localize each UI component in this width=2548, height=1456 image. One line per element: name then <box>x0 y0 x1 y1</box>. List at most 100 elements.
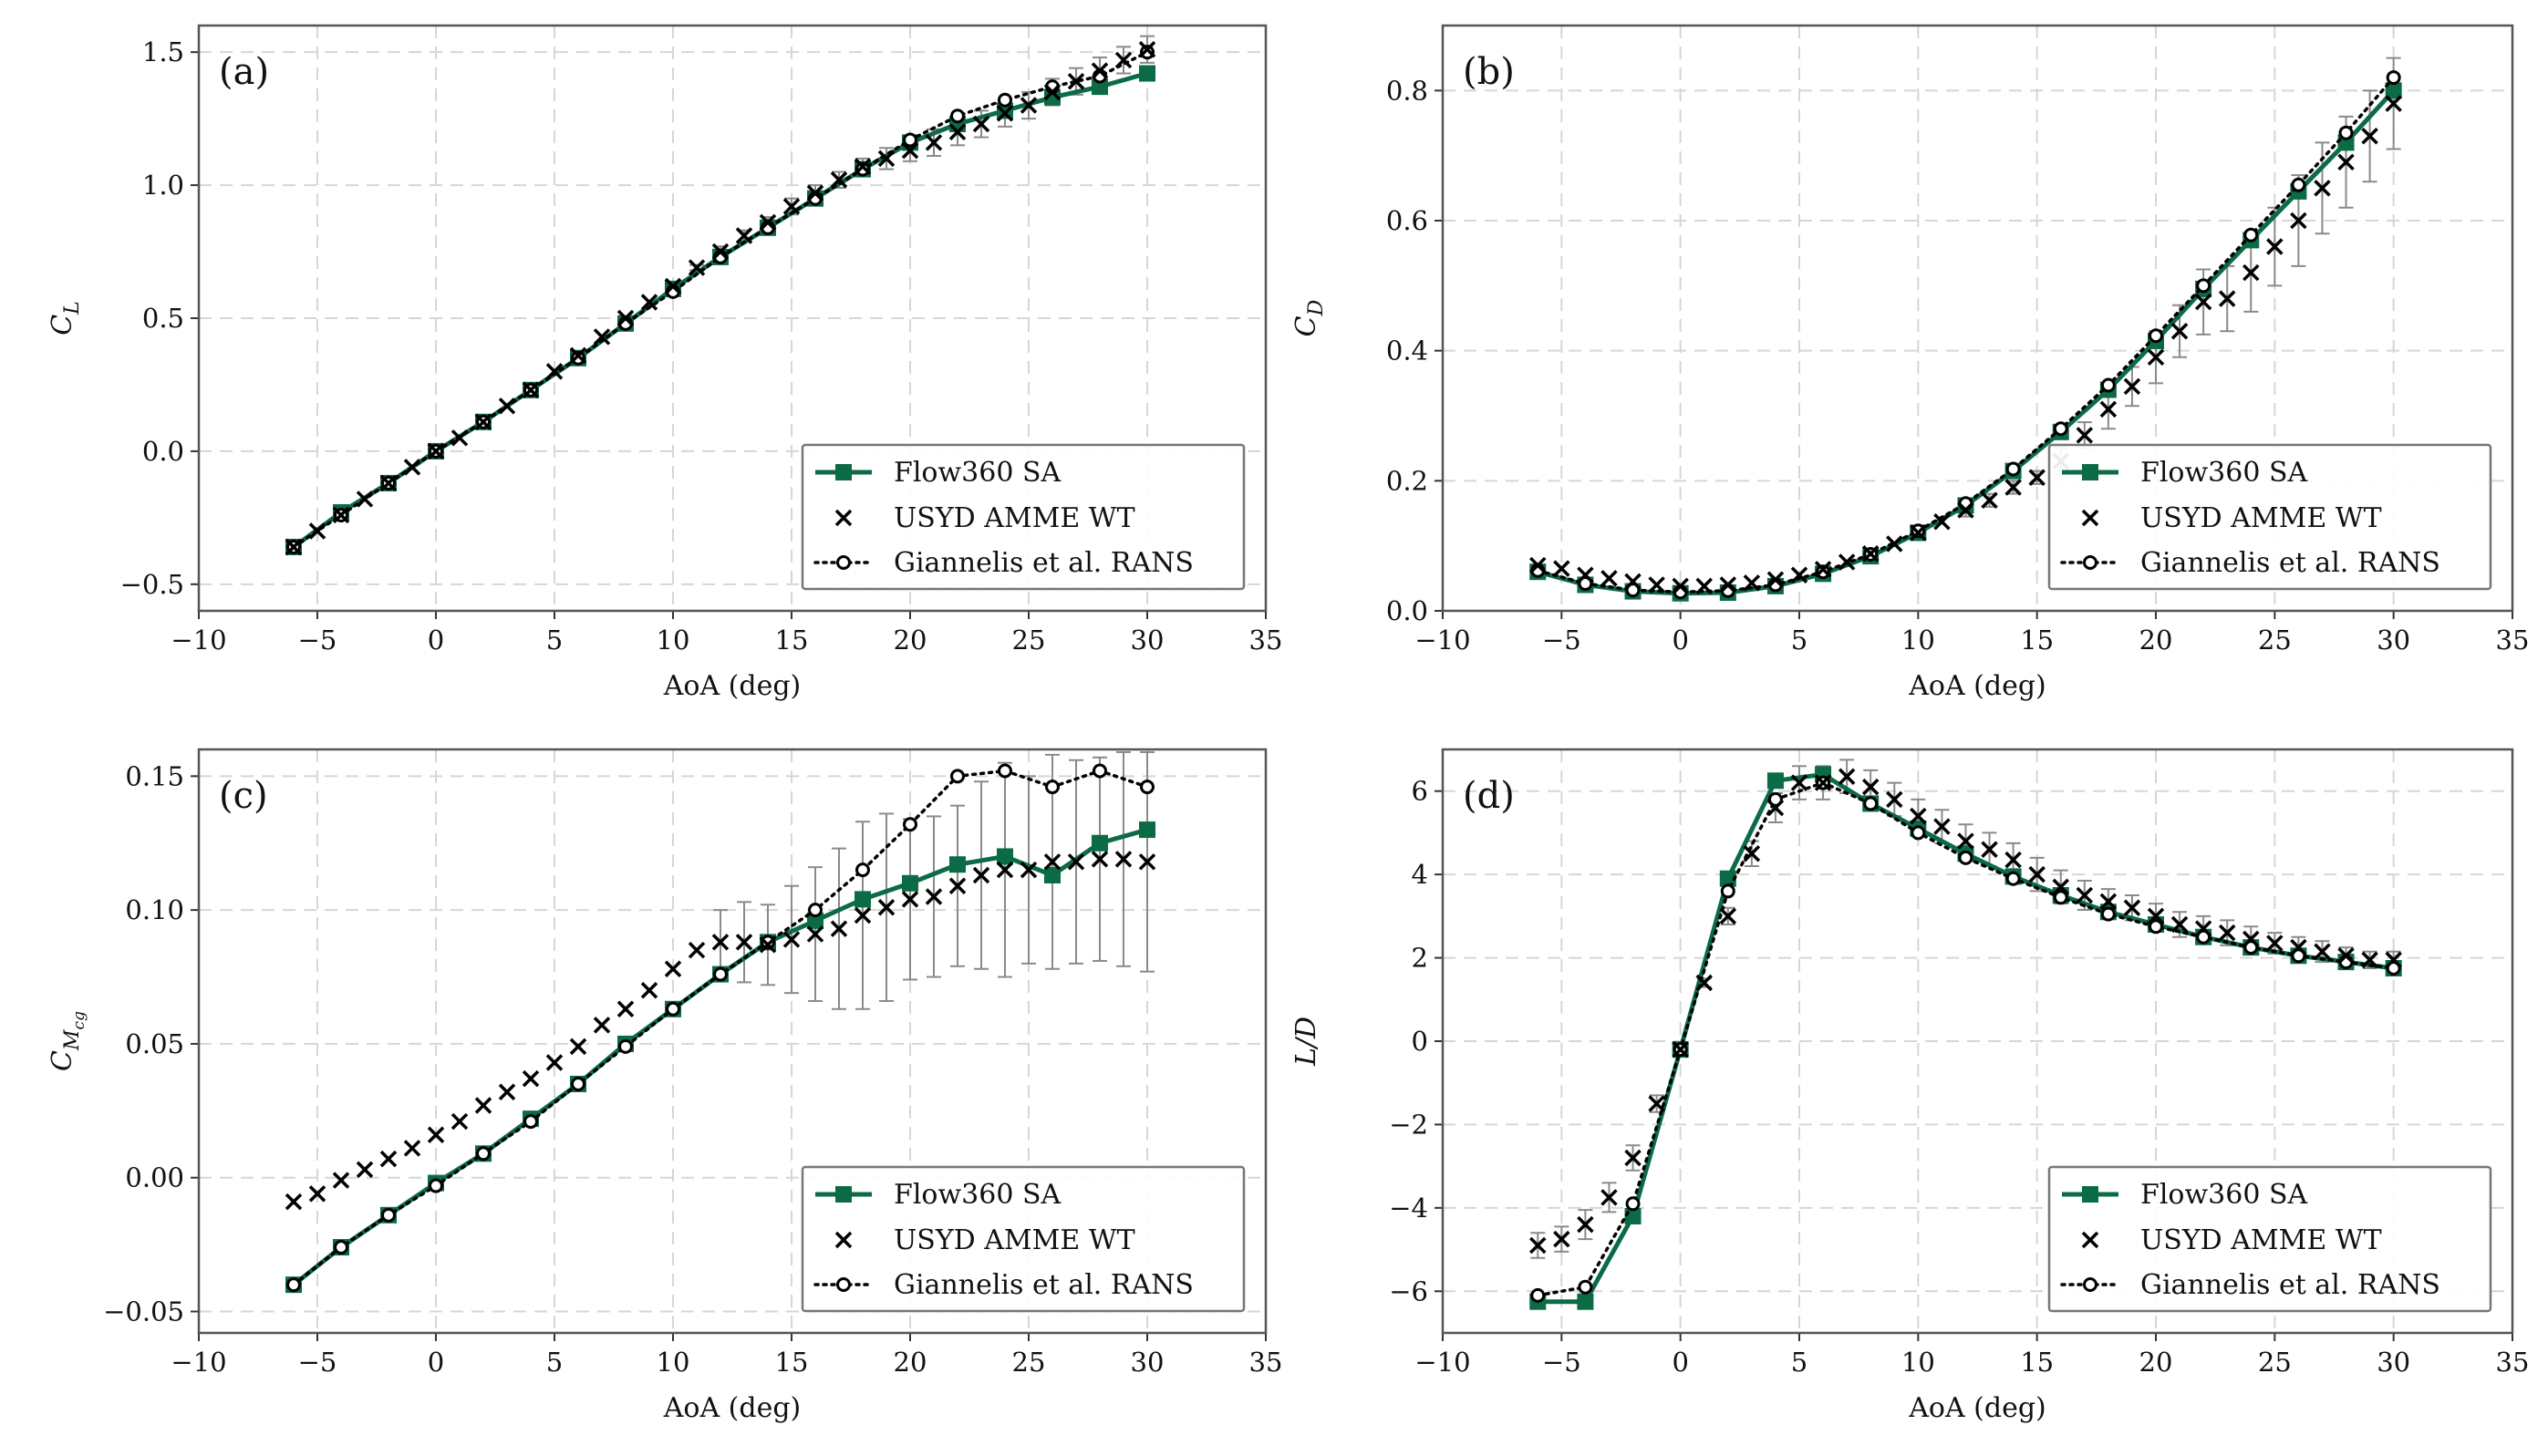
rans-point <box>761 935 775 950</box>
y-axis-label: CL <box>47 301 84 336</box>
usyd-point <box>1091 851 1109 868</box>
usyd-point <box>759 213 777 232</box>
legend-marker-rans <box>836 555 851 570</box>
rans-point <box>855 161 870 177</box>
usyd-point <box>1910 807 1927 825</box>
rans-point <box>1911 825 1926 841</box>
rans-point <box>523 1114 538 1130</box>
usyd-point <box>1648 1095 1665 1112</box>
usyd-point <box>569 1038 587 1056</box>
usyd-point <box>877 150 896 168</box>
usyd-point <box>1838 768 1856 785</box>
x-tick-label: −10 <box>1414 1347 1470 1378</box>
rans-point <box>429 1178 443 1193</box>
rans-point <box>2149 919 2163 935</box>
usyd-point <box>688 259 706 276</box>
legend-box <box>2047 1165 2492 1313</box>
usyd-point <box>2242 930 2260 948</box>
flow360-point <box>1766 772 1784 790</box>
usyd-point <box>2218 290 2236 307</box>
usyd-point <box>474 1097 492 1114</box>
y-tick-label: 0 <box>1412 1026 1428 1057</box>
y-axis-label: L/D <box>1290 1017 1322 1067</box>
chart-panel-4: −10 −5 0 5 10 15 20 25 30 35 −6 −4 −2 0 2 4 6 AoA (deg) L/… <box>1290 748 2529 1424</box>
legend-marker-usyd <box>2081 1231 2099 1249</box>
usyd-point <box>2170 915 2189 934</box>
x-tick-label: 25 <box>1012 1347 1046 1378</box>
flow360-point <box>807 912 823 929</box>
y-tick-label: −6 <box>1389 1275 1428 1306</box>
usyd-point <box>2314 943 2331 960</box>
x-tick-label: 10 <box>1901 625 1935 656</box>
flow360-point <box>1044 866 1061 883</box>
rans-point <box>1767 791 1783 807</box>
rans-point <box>476 1146 491 1162</box>
rans-point <box>1625 583 1641 598</box>
usyd-point <box>2028 469 2046 487</box>
rans-point <box>2291 177 2306 192</box>
rans-point <box>1140 45 1155 60</box>
usyd-point <box>1600 570 1618 587</box>
x-tick-label: −5 <box>1542 1347 1581 1378</box>
usyd-point <box>308 522 326 540</box>
usyd-point <box>1043 853 1062 871</box>
y-tick-label: 0.00 <box>125 1162 184 1193</box>
rans-point <box>2291 948 2306 964</box>
usyd-point <box>1553 1230 1570 1248</box>
legend-marker-rans <box>2083 555 2097 570</box>
flow360-point <box>1092 78 1108 96</box>
chart-panel-2: −10 −5 0 5 10 15 20 25 30 35 0.0 0.2 0.4 0.6 0.8 AoA (d… <box>1290 24 2529 702</box>
usyd-point <box>522 381 540 399</box>
rans-point <box>2243 940 2259 955</box>
y-axis-label: CD <box>1290 299 1328 336</box>
usyd-point <box>1672 1040 1689 1058</box>
usyd-point <box>1648 576 1665 594</box>
legend-label: Flow360 SA <box>894 1179 1061 1211</box>
legend-marker-flow360 <box>2082 464 2098 480</box>
usyd-point <box>2170 323 2189 340</box>
x-tick-label: 30 <box>2377 1347 2410 1378</box>
panel-label: (c) <box>219 775 268 817</box>
usyd-point <box>972 115 990 133</box>
usyd-point <box>2147 907 2165 925</box>
legend: Flow360 SA USYD AMME WT Giannelis et al. R… <box>801 443 1246 591</box>
x-tick-label: −10 <box>171 625 226 656</box>
usyd-point <box>948 123 967 140</box>
usyd-point <box>1861 778 1880 796</box>
usyd-point <box>522 1069 540 1088</box>
x-tick-label: 20 <box>894 625 927 656</box>
legend: Flow360 SA USYD AMME WT Giannelis et al. R… <box>801 1165 1246 1313</box>
usyd-point <box>1672 577 1689 595</box>
usyd-point <box>1766 799 1785 817</box>
chart-panel-3: −10 −5 0 5 10 15 20 25 30 35 −0.05 0.00 0.05 0.10 0.15… <box>47 748 1282 1424</box>
usyd-point <box>1043 83 1062 101</box>
usyd-point <box>711 934 730 951</box>
usyd-point <box>948 877 967 894</box>
plot-frame <box>197 24 1268 613</box>
y-tick-label: −4 <box>1389 1193 1428 1224</box>
legend-box <box>2047 443 2492 591</box>
y-tick-label: 6 <box>1412 776 1428 807</box>
legend-marker-rans <box>836 1277 851 1292</box>
usyd-point <box>925 134 943 151</box>
legend: Flow360 SA USYD AMME WT Giannelis et al. R… <box>2047 443 2492 591</box>
usyd-point <box>996 861 1014 879</box>
usyd-point <box>1020 861 1038 879</box>
legend-label: Giannelis et al. RANS <box>894 547 1194 579</box>
usyd-point <box>1790 774 1808 791</box>
y-tick-label: 0.0 <box>142 436 184 467</box>
usyd-point <box>616 1000 635 1018</box>
flow360-point <box>1092 834 1108 852</box>
usyd-point <box>474 413 492 431</box>
usyd-point <box>1577 1215 1594 1234</box>
plot-frame <box>197 748 1268 1335</box>
usyd-point <box>332 506 350 524</box>
usyd-point <box>1600 1189 1618 1206</box>
usyd-point <box>1091 62 1109 79</box>
usyd-point <box>1814 774 1832 791</box>
usyd-point <box>403 459 421 476</box>
usyd-point <box>782 198 801 215</box>
x-tick-label: 5 <box>546 625 563 656</box>
usyd-point <box>854 158 872 175</box>
